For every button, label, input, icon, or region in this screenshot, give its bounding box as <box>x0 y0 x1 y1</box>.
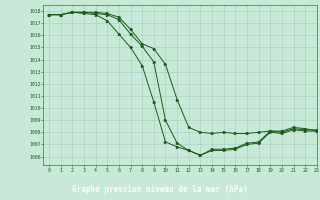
Text: Graphe pression niveau de la mer (hPa): Graphe pression niveau de la mer (hPa) <box>72 185 248 194</box>
